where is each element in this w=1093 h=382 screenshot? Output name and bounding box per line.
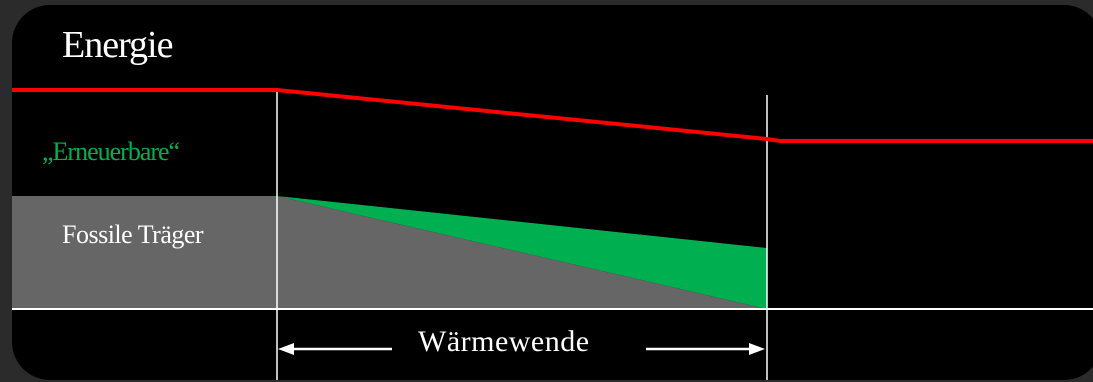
transition-label: Wärmewende [418,325,590,358]
fossil-label: Fossile Träger [62,220,204,249]
renewables-label: „Erneuerbare“ [42,137,180,166]
fossil-area-before [12,196,277,309]
span-arrow-right-head [749,343,765,355]
diagram-panel [12,5,1093,380]
span-arrow-left-head [278,343,294,355]
total-energy-line [12,88,1093,143]
diagram-title: Energie [62,24,173,66]
fossil-wedge [277,196,767,309]
